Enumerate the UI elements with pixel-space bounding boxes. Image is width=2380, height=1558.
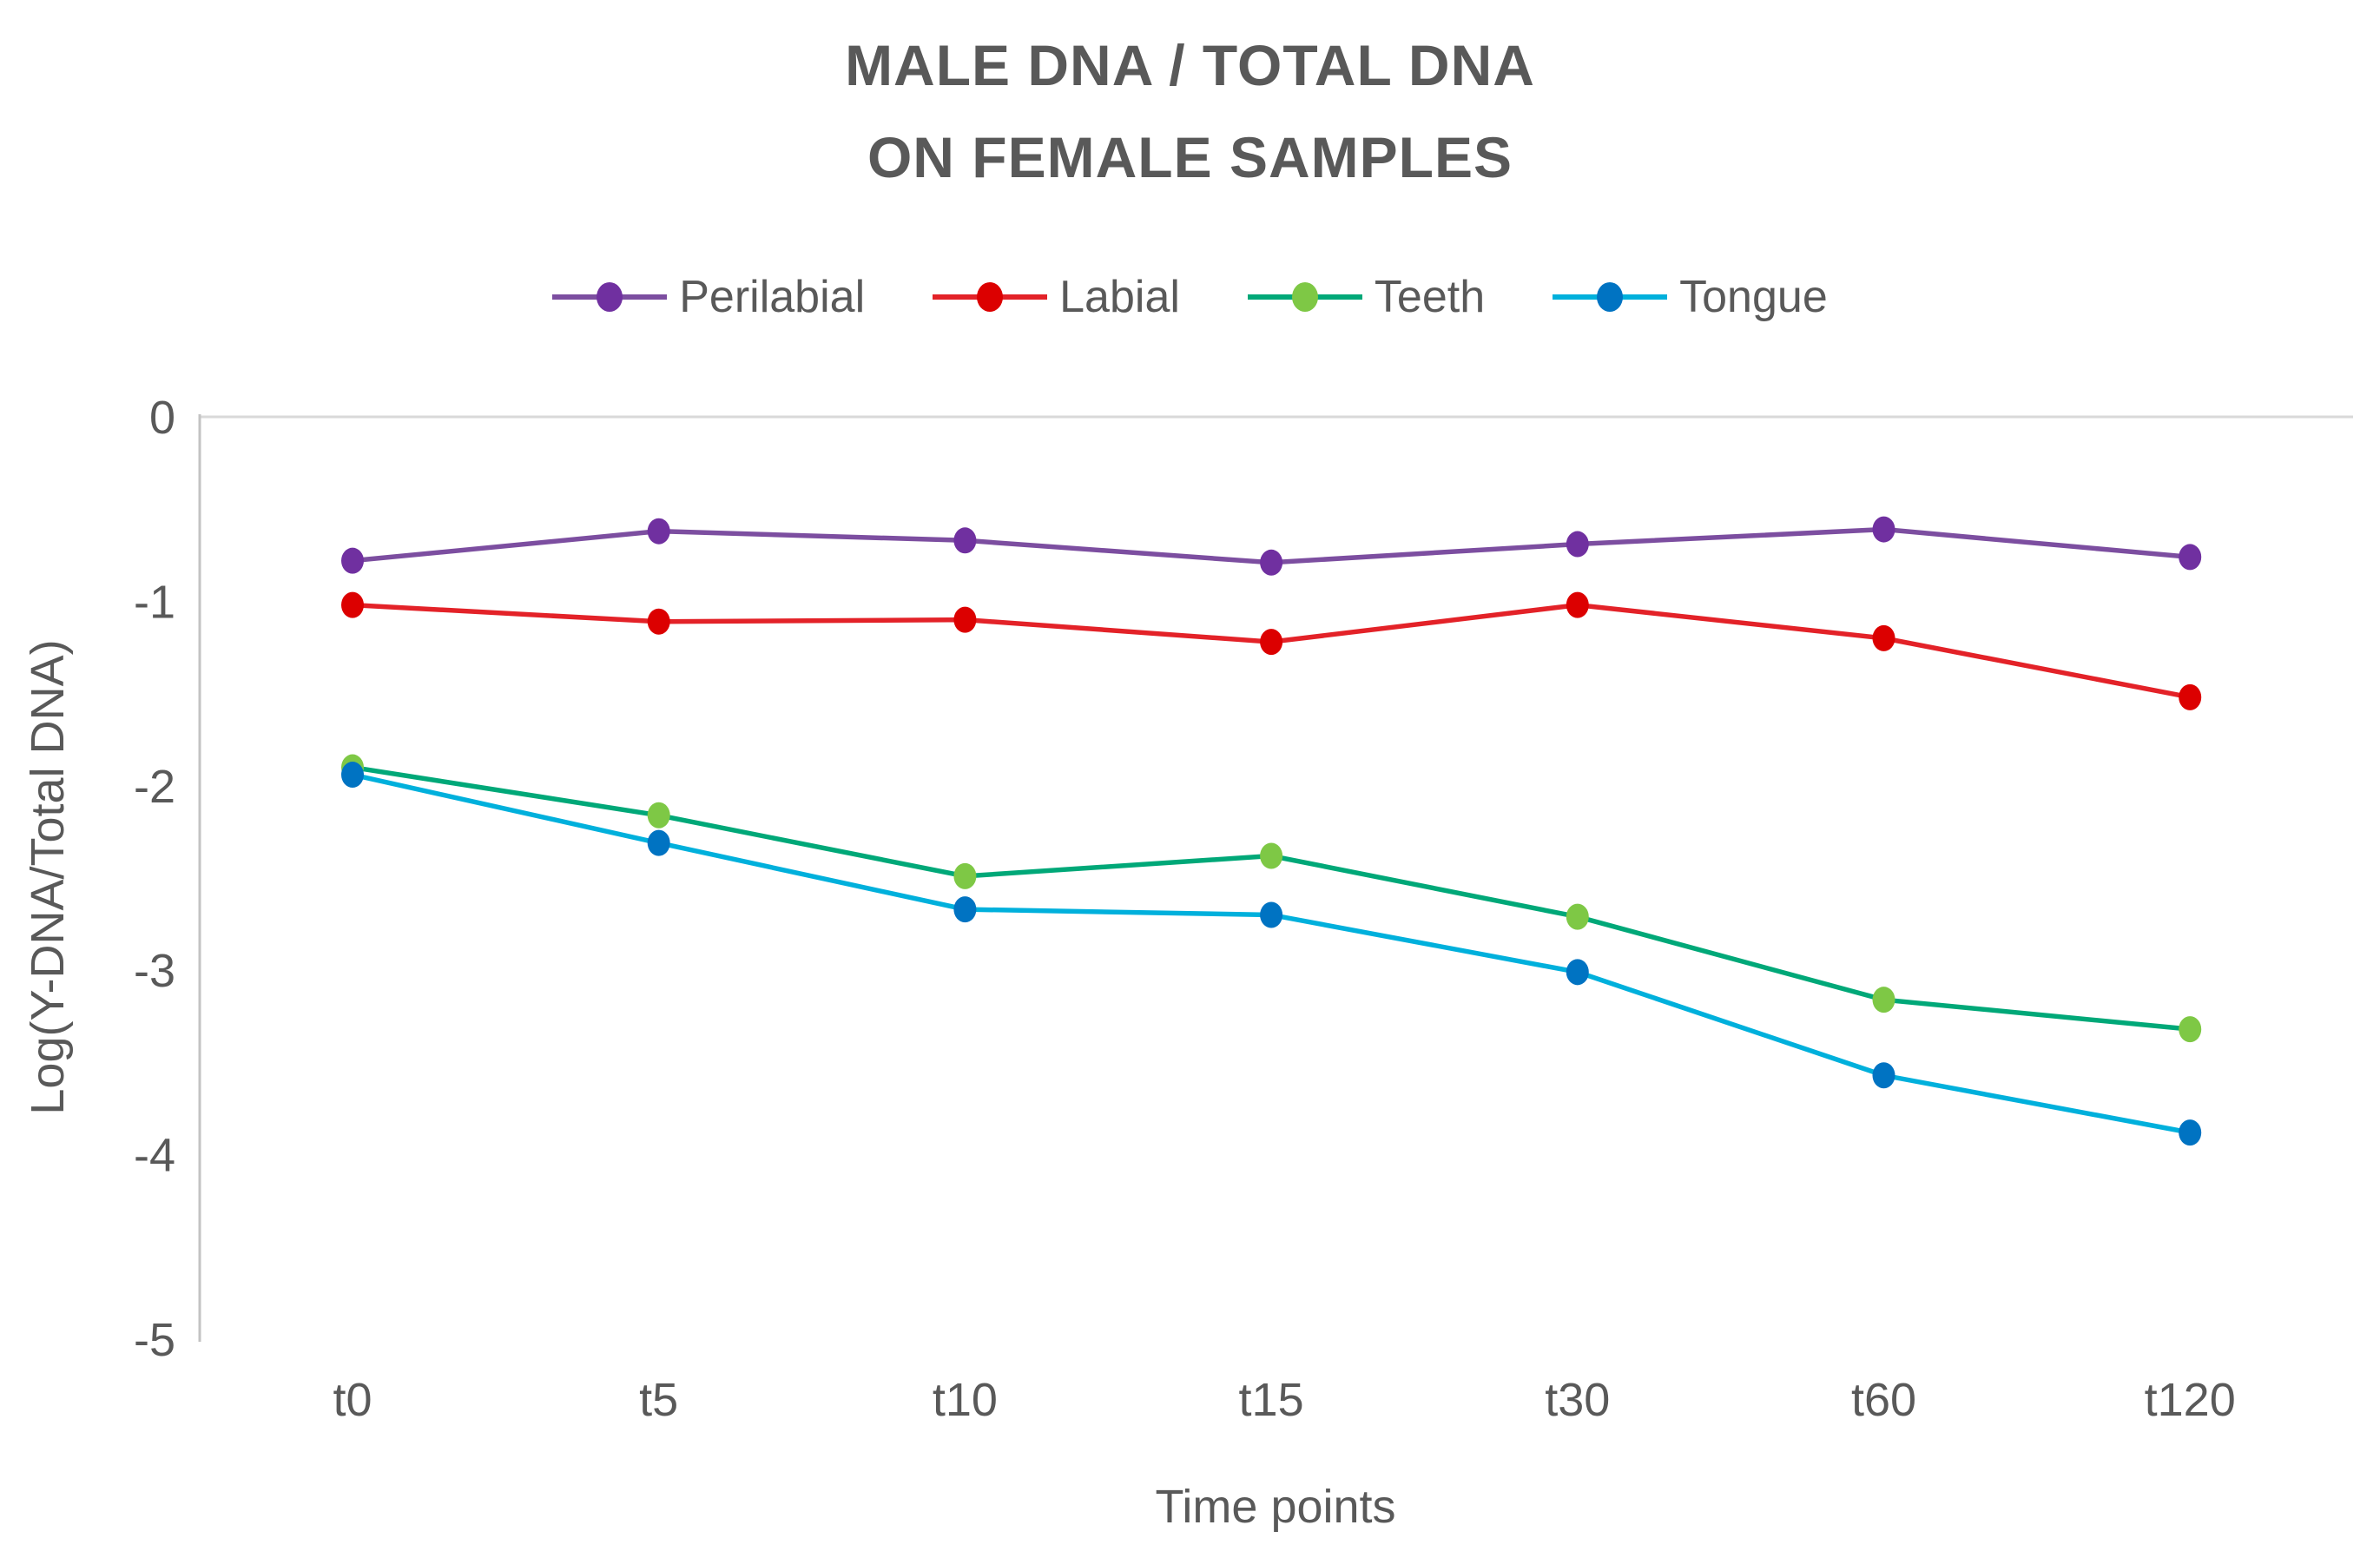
legend-label-tongue: Tongue — [1679, 272, 1828, 322]
x-tick-label: t60 — [1851, 1374, 1916, 1426]
x-tick-label: t5 — [639, 1374, 678, 1426]
data-point-teeth-t30 — [1566, 903, 1589, 930]
chart-title-line2: ON FEMALE SAMPLES — [867, 125, 1513, 189]
x-tick-label: t120 — [2145, 1374, 2236, 1426]
legend-marker-perilabial-icon — [552, 282, 668, 312]
data-point-teeth-t120 — [2179, 1016, 2202, 1043]
data-point-perilabial-t15 — [1260, 549, 1283, 576]
data-point-labial-t5 — [647, 608, 670, 635]
legend-label-teeth: Teeth — [1374, 272, 1486, 322]
x-tick-label: t30 — [1545, 1374, 1610, 1426]
y-tick-label: -3 — [134, 945, 175, 997]
legend-item-tongue: Tongue — [1553, 274, 1828, 320]
data-point-labial-t15 — [1260, 629, 1283, 656]
y-tick-label: -1 — [134, 576, 175, 628]
data-point-tongue-t30 — [1566, 959, 1589, 986]
legend-item-labial: Labial — [933, 274, 1180, 320]
legend-marker-labial-icon — [933, 282, 1048, 312]
x-tick-label: t10 — [933, 1374, 998, 1426]
data-point-tongue-t0 — [341, 762, 364, 789]
data-point-teeth-t5 — [647, 802, 670, 829]
legend-marker-teeth-icon — [1247, 282, 1362, 312]
x-tick-label: t15 — [1239, 1374, 1304, 1426]
y-tick-label: -4 — [134, 1130, 175, 1182]
legend-label-perilabial: Perilabial — [679, 272, 866, 322]
x-axis-title: Time points — [1155, 1481, 1396, 1533]
data-point-tongue-t120 — [2179, 1119, 2202, 1146]
legend-item-perilabial: Perilabial — [552, 274, 865, 320]
data-point-labial-t0 — [341, 591, 364, 618]
data-point-labial-t60 — [1872, 624, 1895, 651]
data-point-teeth-t60 — [1872, 987, 1895, 1013]
data-point-perilabial-t60 — [1872, 516, 1895, 543]
legend-item-teeth: Teeth — [1247, 272, 1486, 322]
data-point-perilabial-t30 — [1566, 531, 1589, 558]
y-tick-label: 0 — [149, 392, 175, 444]
legend-marker-tongue-icon — [1553, 282, 1668, 312]
legend-label-labial: Labial — [1059, 272, 1180, 322]
data-point-perilabial-t0 — [341, 547, 364, 574]
x-tick-label: t0 — [333, 1374, 372, 1426]
y-axis-title: Log(Y-DNA/Total DNA) — [22, 639, 74, 1115]
data-point-labial-t30 — [1566, 591, 1589, 618]
y-tick-label: -5 — [134, 1314, 175, 1366]
legend: Perilabial Labial Teeth Tongue — [0, 266, 2380, 328]
chart-title-line1: MALE DNA / TOTAL DNA — [845, 33, 1535, 97]
data-point-perilabial-t5 — [647, 518, 670, 545]
data-point-labial-t10 — [953, 606, 977, 633]
y-tick-label: -2 — [134, 761, 175, 813]
data-point-tongue-t15 — [1260, 901, 1283, 928]
series-line-teeth — [352, 764, 2191, 1032]
chart-title: MALE DNA / TOTAL DNA ON FEMALE SAMPLES — [0, 19, 2380, 203]
data-point-tongue-t10 — [953, 896, 977, 923]
data-point-teeth-t10 — [953, 862, 977, 889]
data-point-perilabial-t120 — [2179, 544, 2202, 571]
data-point-tongue-t60 — [1872, 1062, 1895, 1089]
data-point-labial-t120 — [2179, 683, 2202, 710]
data-point-perilabial-t10 — [953, 527, 977, 554]
series-line-tongue — [352, 772, 2191, 1135]
data-point-teeth-t15 — [1260, 842, 1283, 869]
data-point-tongue-t5 — [647, 829, 670, 856]
